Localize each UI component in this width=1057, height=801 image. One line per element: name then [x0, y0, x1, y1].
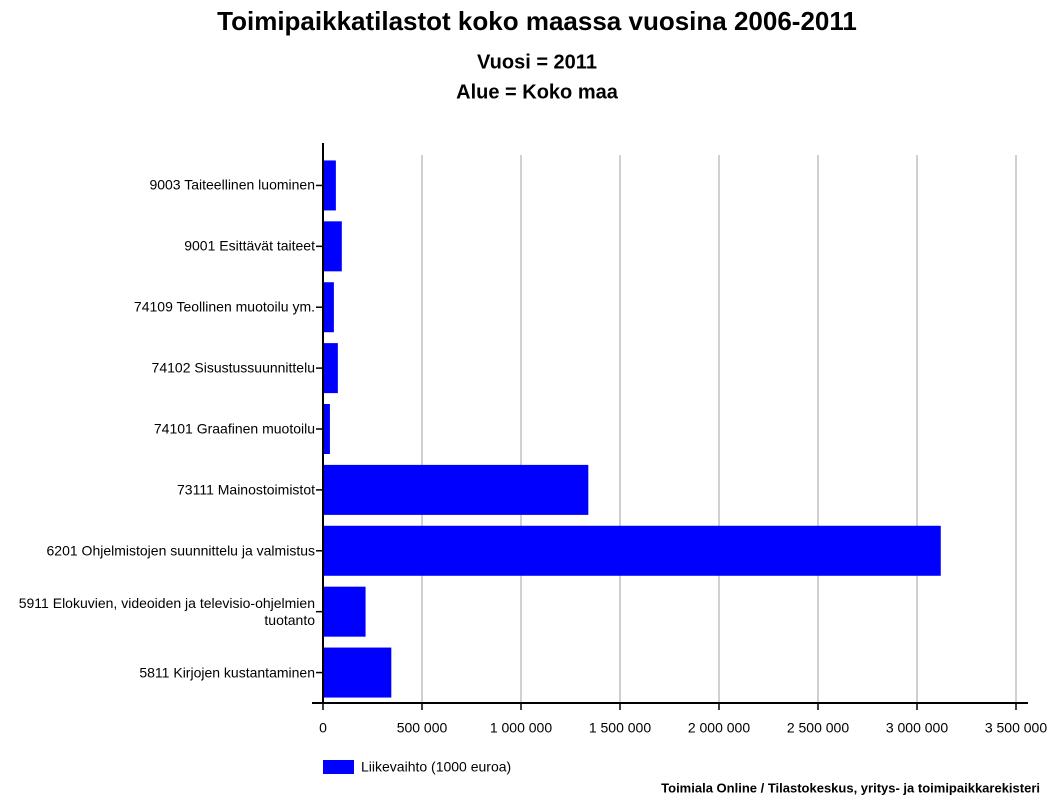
bar — [323, 464, 589, 515]
bar — [323, 647, 392, 698]
y-tick-label: 5911 Elokuvien, videoiden ja televisio-o… — [18, 594, 315, 628]
y-tick-label: 73111 Mainostoimistot — [177, 481, 315, 498]
y-tick-label: 9003 Taiteellinen luominen — [149, 176, 315, 193]
y-tick-label: 9001 Esittävät taiteet — [184, 237, 315, 254]
y-tick-label: 74101 Graafinen muotoilu — [153, 420, 315, 437]
chart-subtitle: Alue = Koko maa — [456, 81, 619, 103]
y-tick-label: 74102 Sisustussuunnittelu — [151, 359, 315, 376]
source-note: Toimiala Online / Tilastokeskus, yritys-… — [661, 780, 1040, 795]
x-tick-label: 3 500 000 — [985, 720, 1047, 736]
bar — [323, 586, 366, 637]
x-tick-label: 1 000 000 — [490, 720, 552, 736]
y-tick-label: 6201 Ohjelmistojen suunnittelu ja valmis… — [46, 542, 315, 559]
bar — [323, 160, 336, 211]
y-tick-label: 74109 Teollinen muotoilu ym. — [133, 298, 315, 315]
x-tick-label: 3 000 000 — [886, 720, 948, 736]
x-tick-label: 0 — [319, 720, 327, 736]
x-tick-label: 500 000 — [397, 720, 448, 736]
bar — [323, 221, 342, 272]
legend-label: Liikevaihto (1000 euroa) — [361, 759, 511, 775]
bar — [323, 525, 941, 576]
chart-subtitle: Vuosi = 2011 — [477, 51, 597, 73]
x-tick-label: 2 000 000 — [688, 720, 750, 736]
chart-title: Toimipaikkatilastot koko maassa vuosina … — [217, 6, 857, 36]
legend-swatch — [323, 760, 354, 774]
bar — [323, 343, 338, 394]
x-tick-label: 2 500 000 — [787, 720, 849, 736]
bar — [323, 282, 334, 333]
y-tick-label: 5811 Kirjojen kustantaminen — [139, 664, 315, 681]
x-tick-label: 1 500 000 — [589, 720, 651, 736]
bar — [323, 404, 330, 454]
